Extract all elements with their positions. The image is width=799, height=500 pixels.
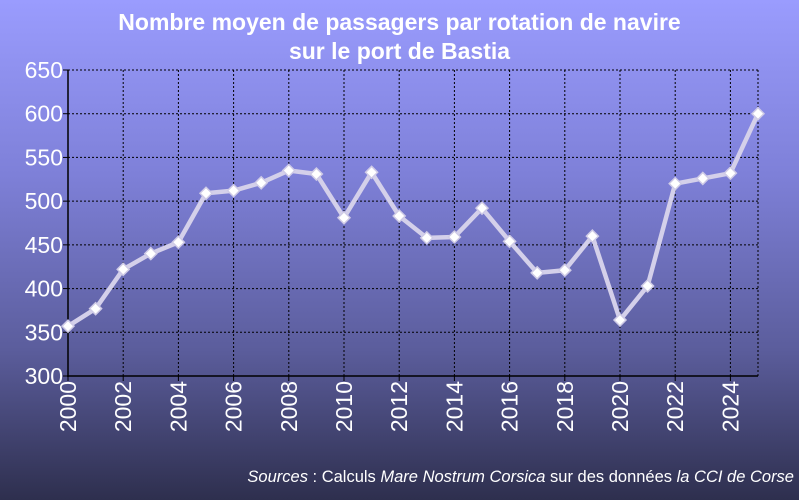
source-sep: : Calculs <box>307 468 381 486</box>
x-tick-label: 2024 <box>717 381 743 432</box>
chart-title-line-2: sur le port de Bastia <box>288 38 511 64</box>
data-point <box>474 201 490 216</box>
x-tick-label: 2000 <box>55 381 81 432</box>
data-point <box>557 263 572 278</box>
x-tick-label: 2012 <box>386 381 412 432</box>
data-point <box>116 262 131 277</box>
source-note: Sources : Calculs Mare Nostrum Corsica s… <box>247 468 794 487</box>
x-tick-label: 2016 <box>497 381 523 432</box>
source-author: Mare Nostrum Corsica <box>380 468 546 486</box>
data-point <box>750 106 766 121</box>
data-point <box>281 163 296 178</box>
data-point <box>392 208 407 224</box>
data-point <box>502 234 517 249</box>
source-mid: sur des données <box>545 468 677 486</box>
data-point <box>640 278 655 294</box>
x-tick-label: 2010 <box>331 381 357 432</box>
data-point <box>585 229 600 244</box>
x-tick-label: 2006 <box>221 381 247 432</box>
data-point <box>695 171 710 186</box>
y-tick-label: 450 <box>25 232 63 258</box>
x-tick-label: 2002 <box>110 381 136 432</box>
data-point <box>254 175 269 190</box>
data-point <box>723 166 738 181</box>
x-tick-label: 2014 <box>441 381 467 432</box>
y-tick-label: 600 <box>25 101 63 127</box>
x-tick-label: 2008 <box>276 381 302 432</box>
chart-title-line-1: Nombre moyen de passagers par rotation d… <box>118 9 681 35</box>
data-point <box>419 230 434 245</box>
x-tick-label: 2020 <box>607 381 633 432</box>
data-point <box>226 183 241 198</box>
x-tick-label: 2022 <box>662 381 688 432</box>
source-prefix: Sources <box>247 468 308 486</box>
data-point <box>309 166 324 182</box>
y-tick-label: 400 <box>25 276 63 302</box>
source-origin: la CCI de Corse <box>676 468 794 486</box>
data-point <box>336 210 352 225</box>
data-point <box>198 186 214 201</box>
data-point <box>364 165 379 180</box>
x-tick-label: 2004 <box>165 381 191 432</box>
series-line <box>66 112 761 329</box>
y-tick-label: 300 <box>25 363 63 389</box>
data-point <box>171 235 186 250</box>
y-tick-label: 500 <box>25 188 63 214</box>
data-point <box>530 265 545 280</box>
data-point <box>447 229 462 245</box>
data-point <box>612 312 628 328</box>
y-tick-label: 650 <box>25 57 63 83</box>
data-point <box>88 301 103 316</box>
y-tick-label: 350 <box>25 319 63 345</box>
data-point <box>668 176 683 191</box>
data-point <box>60 319 76 334</box>
x-tick-label: 2018 <box>552 381 578 432</box>
data-point <box>143 246 158 261</box>
y-tick-label: 550 <box>25 144 63 170</box>
